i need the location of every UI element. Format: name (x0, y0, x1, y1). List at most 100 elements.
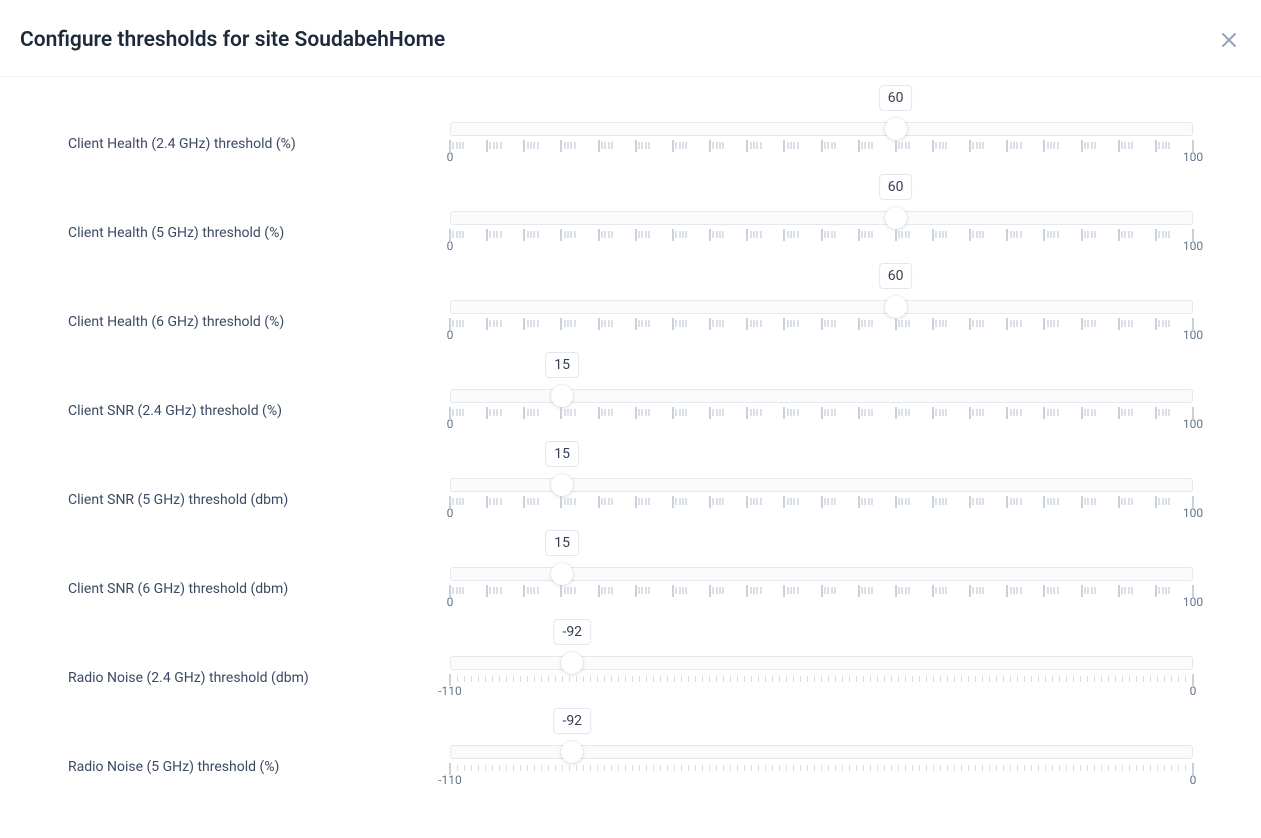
tick-minor (753, 231, 755, 238)
slider-row-client-snr-6: Client SNR (6 GHz) threshold (dbm)150100 (20, 522, 1241, 611)
slider-thumb[interactable] (885, 207, 907, 229)
slider-radio-noise-5[interactable]: -92 -1100 (450, 745, 1193, 789)
tick-minor (1131, 498, 1133, 505)
tick-minor (898, 409, 900, 416)
tick-major (969, 318, 971, 330)
slider-thumb[interactable] (885, 296, 907, 318)
tick-major (1081, 407, 1083, 419)
tick-minor (456, 231, 458, 238)
tick-major (1155, 585, 1157, 597)
tick-minor (942, 587, 944, 594)
tick-minor (1094, 498, 1096, 505)
slider-thumb[interactable] (551, 474, 573, 496)
tick-minor (908, 320, 910, 327)
tick-minor (750, 320, 752, 327)
tick-minor (682, 231, 684, 238)
slider-track[interactable]: 60 (450, 300, 1193, 314)
tick-minor (972, 409, 974, 416)
tick-minor (648, 587, 650, 594)
tick-minor (1158, 142, 1160, 149)
tick-minor (712, 587, 714, 594)
tick-minor (898, 498, 900, 505)
tick-major (821, 140, 823, 152)
tick-minor (722, 231, 724, 238)
slider-client-snr-6[interactable]: 150100 (450, 567, 1193, 611)
tick-minor (750, 142, 752, 149)
slider-thumb[interactable] (561, 652, 583, 674)
slider-track[interactable]: -92 (450, 656, 1193, 670)
tick-minor (976, 142, 978, 149)
tick-minor (1057, 320, 1059, 327)
tick-minor (1087, 142, 1089, 149)
tick-minor (500, 409, 502, 416)
tick-minor (570, 231, 572, 238)
tick-major (969, 140, 971, 152)
tick-major (746, 407, 748, 419)
slider-client-snr-5[interactable]: 150100 (450, 478, 1193, 522)
tick-minor (905, 498, 907, 505)
close-button[interactable] (1217, 28, 1241, 52)
tick-major (560, 318, 562, 330)
tick-minor (972, 320, 974, 327)
slider-client-health-5[interactable]: 600100 (450, 211, 1193, 255)
tick-minor (793, 409, 795, 416)
tick-minor (574, 320, 576, 327)
tick-minor (824, 231, 826, 238)
tick-minor (787, 498, 789, 505)
tick-major (746, 496, 748, 508)
tick-minor (1124, 587, 1126, 594)
tick-minor (942, 231, 944, 238)
sliders-container: Client Health (2.4 GHz) threshold (%)600… (0, 77, 1261, 809)
tick-minor (901, 498, 903, 505)
slider-thumb[interactable] (561, 741, 583, 763)
slider-track[interactable]: -92 (450, 745, 1193, 759)
slider-scale: 0100 (450, 140, 1193, 166)
tick-minor (972, 587, 974, 594)
tick-minor (831, 142, 833, 149)
tick-minor (459, 409, 461, 416)
tick-minor (567, 498, 569, 505)
tick-minor (1165, 409, 1167, 416)
tick-minor (790, 142, 792, 149)
tick-minor (641, 231, 643, 238)
tick-minor (493, 409, 495, 416)
slider-track[interactable]: 60 (450, 211, 1193, 225)
tick-major (932, 140, 934, 152)
slider-radio-noise-24[interactable]: -92-1100 (450, 656, 1193, 700)
slider-track[interactable]: 60 (450, 122, 1193, 136)
tick-minor (1158, 320, 1160, 327)
slider-client-health-6[interactable]: 600100 (450, 300, 1193, 344)
tick-minor (574, 231, 576, 238)
slider-track[interactable]: 15 (450, 478, 1193, 492)
tick-minor (496, 320, 498, 327)
tick-major (1006, 585, 1008, 597)
tick-major (598, 229, 600, 241)
tick-minor (574, 498, 576, 505)
slider-scale: -1100 (450, 763, 1193, 789)
tick-major (672, 496, 674, 508)
tick-minor (567, 142, 569, 149)
tick-major (821, 407, 823, 419)
tick-minor (712, 231, 714, 238)
tick-minor (905, 231, 907, 238)
tick-minor (1047, 587, 1049, 594)
tick-minor (1016, 231, 1018, 238)
slider-thumb[interactable] (551, 385, 573, 407)
tick-minor (459, 498, 461, 505)
tick-minor (537, 498, 539, 505)
tick-minor (1128, 142, 1130, 149)
slider-track[interactable]: 15 (450, 567, 1193, 581)
tick-major (746, 585, 748, 597)
slider-client-health-24[interactable]: 60 0100 (450, 122, 1193, 166)
slider-thumb[interactable] (885, 118, 907, 140)
scale-min-label: 0 (447, 506, 454, 520)
slider-client-snr-24[interactable]: 150100 (450, 389, 1193, 433)
tick-minor (1010, 142, 1012, 149)
tick-minor (716, 587, 718, 594)
tick-major (858, 229, 860, 241)
slider-track[interactable]: 15 (450, 389, 1193, 403)
slider-thumb[interactable] (551, 563, 573, 585)
tick-major (969, 407, 971, 419)
tick-major (1043, 407, 1045, 419)
tick-minor (1094, 320, 1096, 327)
